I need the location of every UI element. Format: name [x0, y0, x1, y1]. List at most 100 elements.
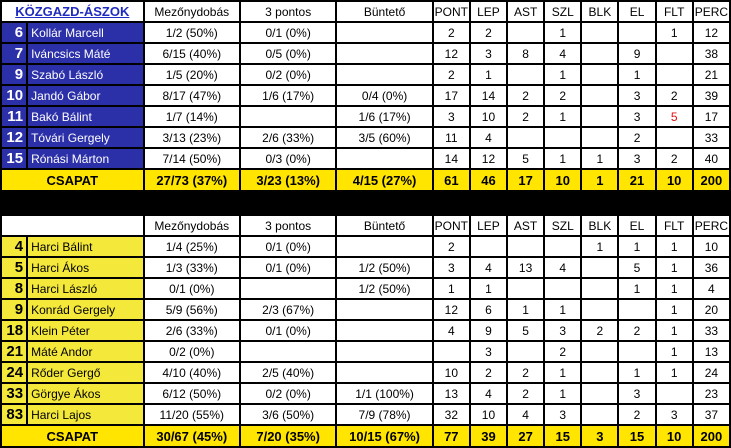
player-stat-to: 2	[619, 321, 655, 340]
total-stat-reb: 46	[470, 170, 507, 190]
player-stat-reb: 3	[470, 342, 507, 361]
player-name: Harci Bálint	[28, 237, 143, 256]
player-stat-ft: 1/2 (50%)	[337, 279, 432, 298]
player-stat-tp: 0/3 (0%)	[240, 149, 336, 168]
player-stat-pf	[656, 44, 692, 63]
turnovers-header: EL	[619, 216, 655, 235]
player-stat-stl: 1	[545, 363, 581, 382]
player-stat-pf: 1	[656, 300, 692, 319]
player-row: 10 Jandó Gábor 8/17 (47%) 1/6 (17%) 0/4 (0%)…	[2, 86, 729, 105]
player-stat-blk	[582, 279, 618, 298]
total-stat-min: 200	[693, 170, 729, 190]
player-stat-pf: 5	[656, 107, 692, 126]
player-stat-min: 38	[693, 44, 729, 63]
player-stat-tp: 0/2 (0%)	[240, 65, 336, 84]
player-stat-pf	[656, 128, 692, 147]
player-name: Klein Péter	[28, 321, 143, 340]
total-label: CSAPAT	[2, 170, 143, 190]
player-row: 83 Harci Lajos 11/20 (55%) 3/6 (50%) 7/9 (78…	[2, 405, 729, 424]
player-name: Harci László	[28, 279, 143, 298]
rebounds-header: LEP	[470, 2, 507, 21]
player-number: 5	[2, 258, 27, 277]
player-name: Bakó Bálint	[28, 107, 143, 126]
player-row: 9 Konrád Gergely 5/9 (56%) 2/3 (67%) 12 6 1 1 1 2…	[2, 300, 729, 319]
fouls-header: FLT	[656, 2, 692, 21]
player-row: 5 Harci Ákos 1/3 (33%) 0/1 (0%) 1/2 (50%) 3 4 1…	[2, 258, 729, 277]
player-stat-pts: 10	[433, 363, 469, 382]
player-number: 4	[2, 237, 27, 256]
player-stat-to: 1	[619, 363, 655, 382]
field-goals-header: Mezőnydobás	[144, 2, 239, 21]
player-stat-pts: 2	[433, 237, 469, 256]
player-stat-stl: 4	[545, 258, 581, 277]
field-goals-header: Mezőnydobás	[144, 216, 239, 235]
total-stat-to: 15	[619, 426, 655, 446]
team2-stats-table: HARCI SE Mezőnydobás 3 pontos Büntető PONT LE…	[0, 214, 731, 448]
player-stat-ast: 8	[508, 44, 544, 63]
player-row: 15 Rónási Márton 7/14 (50%) 0/3 (0%) 14 12 5 1 1…	[2, 149, 729, 168]
player-stat-min: 33	[693, 128, 729, 147]
total-stat-fg: 27/73 (37%)	[144, 170, 239, 190]
player-stat-pf: 1	[656, 237, 692, 256]
player-stat-blk	[582, 65, 618, 84]
player-stat-fg: 1/2 (50%)	[144, 23, 239, 42]
player-stat-reb: 9	[470, 321, 507, 340]
player-row: 8 Harci László 0/1 (0%) 1/2 (50%) 1 1 1 1 4	[2, 279, 729, 298]
player-stat-tp: 1/6 (17%)	[240, 86, 336, 105]
player-stat-pts: 12	[433, 44, 469, 63]
player-stat-blk	[582, 86, 618, 105]
player-stat-pf: 1	[656, 321, 692, 340]
player-row: 6 Kollár Marcell 1/2 (50%) 0/1 (0%) 2 2 1 1 12	[2, 23, 729, 42]
player-stat-stl: 1	[545, 65, 581, 84]
player-name: Szabó László	[28, 65, 143, 84]
player-stat-reb: 4	[470, 128, 507, 147]
free-throws-header: Büntető	[337, 216, 432, 235]
player-stat-fg: 8/17 (47%)	[144, 86, 239, 105]
total-stat-stl: 15	[545, 426, 581, 446]
player-stat-tp: 2/3 (67%)	[240, 300, 336, 319]
player-stat-fg: 0/2 (0%)	[144, 342, 239, 361]
total-stat-ast: 27	[508, 426, 544, 446]
player-stat-blk	[582, 258, 618, 277]
total-stat-tp: 3/23 (13%)	[240, 170, 336, 190]
player-number: 6	[2, 23, 27, 42]
fouls-header: FLT	[656, 216, 692, 235]
player-stat-fg: 7/14 (50%)	[144, 149, 239, 168]
player-stat-blk: 1	[582, 149, 618, 168]
player-stat-stl: 1	[545, 107, 581, 126]
player-number: 33	[2, 384, 27, 403]
player-stat-pf: 3	[656, 405, 692, 424]
total-stat-tp: 7/20 (35%)	[240, 426, 336, 446]
player-number: 9	[2, 300, 27, 319]
player-stat-blk	[582, 405, 618, 424]
player-stat-min: 36	[693, 258, 729, 277]
player-stat-to	[619, 342, 655, 361]
player-stat-tp	[240, 107, 336, 126]
player-stat-to: 3	[619, 384, 655, 403]
player-stat-tp: 0/5 (0%)	[240, 44, 336, 63]
player-stat-fg: 1/7 (14%)	[144, 107, 239, 126]
total-stat-to: 21	[619, 170, 655, 190]
player-stat-pf: 1	[656, 363, 692, 382]
team1-name: KÖZGAZD-ÁSZOK	[2, 2, 143, 21]
player-stat-ft	[337, 363, 432, 382]
player-stat-ast: 5	[508, 321, 544, 340]
player-stat-ft: 0/4 (0%)	[337, 86, 432, 105]
player-stat-blk	[582, 128, 618, 147]
player-stat-min: 17	[693, 107, 729, 126]
player-stat-pf	[656, 65, 692, 84]
player-stat-tp: 0/2 (0%)	[240, 384, 336, 403]
player-stat-fg: 0/1 (0%)	[144, 279, 239, 298]
player-stat-tp: 2/5 (40%)	[240, 363, 336, 382]
total-stat-pts: 61	[433, 170, 469, 190]
player-number: 12	[2, 128, 27, 147]
player-stat-ast	[508, 128, 544, 147]
player-number: 9	[2, 65, 27, 84]
steals-header: SZL	[545, 2, 581, 21]
player-stat-min: 20	[693, 300, 729, 319]
player-stat-pts	[433, 342, 469, 361]
player-stat-ft	[337, 23, 432, 42]
player-stat-stl	[545, 128, 581, 147]
player-stat-to: 1	[619, 237, 655, 256]
player-stat-tp: 0/1 (0%)	[240, 258, 336, 277]
